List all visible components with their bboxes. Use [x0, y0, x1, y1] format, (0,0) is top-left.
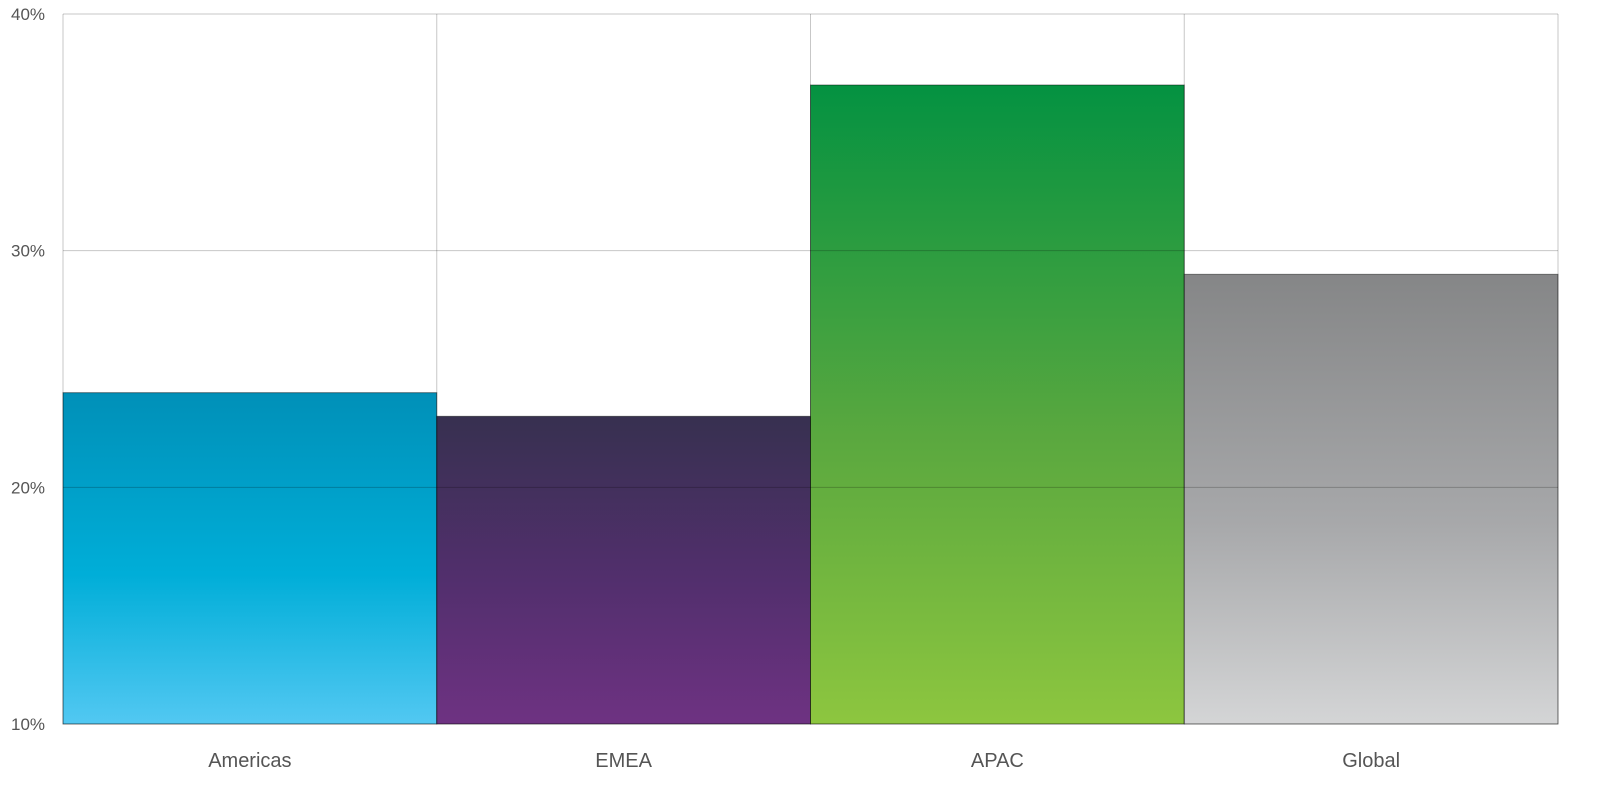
x-category-label: Americas	[208, 750, 291, 772]
y-tick-label: 20%	[11, 478, 45, 497]
bar-apac	[810, 84, 1185, 725]
x-category-label: Global	[1342, 750, 1400, 772]
x-category-label: APAC	[971, 750, 1024, 772]
bars-layer	[62, 84, 1559, 725]
y-tick-label: 40%	[11, 5, 45, 24]
grid-layer	[62, 13, 1559, 725]
labels-layer: 10% 20% 30% 40% Americas EMEA APAC Global	[11, 5, 1400, 772]
bar-emea	[436, 415, 811, 725]
y-tick-label: 30%	[11, 242, 45, 261]
bar-americas	[62, 392, 438, 725]
bar-global	[1183, 273, 1559, 725]
y-tick-label: 10%	[11, 715, 45, 734]
x-category-label: EMEA	[595, 750, 652, 772]
